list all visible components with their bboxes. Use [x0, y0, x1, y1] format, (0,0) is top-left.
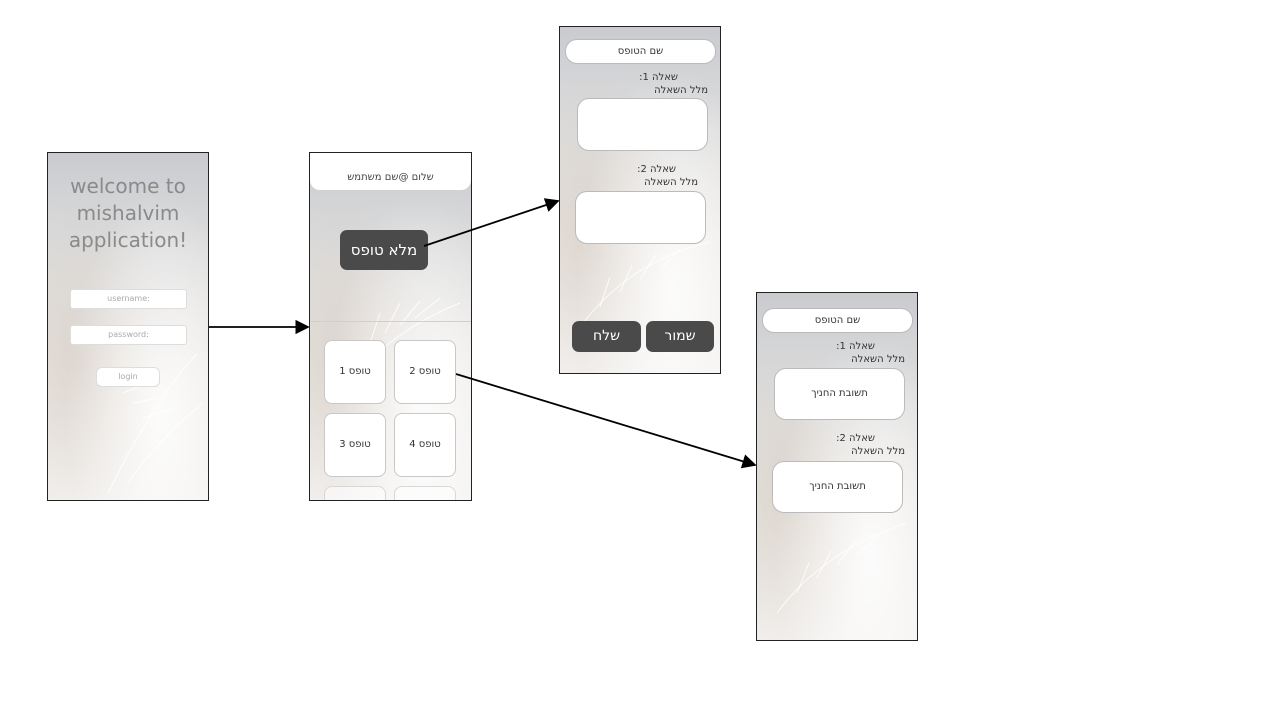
question-1: שאלה 1: מלל השאלה: [797, 340, 905, 366]
question-label: שאלה 2:: [836, 433, 875, 444]
form-card-4[interactable]: טופס 4: [394, 413, 456, 477]
welcome-line: welcome to: [70, 174, 186, 198]
send-button[interactable]: שלח: [572, 321, 641, 352]
form-name-field: שם הטופס: [762, 308, 913, 333]
username-input[interactable]: username:: [70, 289, 187, 309]
question-label: שאלה 1:: [639, 72, 678, 83]
view-form-screen: שם הטופס שאלה 1: מלל השאלה תשובת החניך ש…: [756, 292, 918, 641]
question-text: מלל השאלה: [851, 354, 905, 365]
welcome-line: application!: [68, 228, 188, 252]
divider: [310, 321, 471, 322]
question-2: שאלה 2: מלל השאלה: [797, 432, 905, 458]
question-label: שאלה 2:: [637, 164, 676, 175]
student-answer-1: תשובת החניך: [774, 368, 905, 420]
greeting-header: שלום @שם משתמש: [310, 153, 471, 190]
password-input[interactable]: password:: [70, 325, 187, 345]
welcome-line: mishalvim: [76, 201, 180, 225]
form-name-field[interactable]: שם הטופס: [565, 39, 716, 64]
home-screen: שלום @שם משתמש מלא טופס טופס 1 טופס 2 טו…: [309, 152, 472, 501]
answer-input-1[interactable]: [577, 98, 708, 151]
save-button[interactable]: שמור: [646, 321, 714, 352]
form-card-3[interactable]: טופס 3: [324, 413, 386, 477]
login-screen: welcome to mishalvim application! userna…: [47, 152, 209, 501]
form-card-partial[interactable]: [324, 486, 386, 500]
question-text: מלל השאלה: [654, 85, 708, 96]
welcome-title: welcome to mishalvim application!: [48, 173, 208, 254]
login-button[interactable]: login: [96, 367, 160, 387]
fill-form-button[interactable]: מלא טופס: [340, 230, 428, 270]
question-text: מלל השאלה: [851, 446, 905, 457]
form-card-partial[interactable]: [394, 486, 456, 500]
answer-input-2[interactable]: [575, 191, 706, 244]
arrow-form2-to-view: [455, 373, 757, 469]
question-2: שאלה 2: מלל השאלה: [590, 163, 698, 189]
form-card-2[interactable]: טופס 2: [394, 340, 456, 404]
question-label: שאלה 1:: [836, 341, 875, 352]
question-text: מלל השאלה: [644, 177, 698, 188]
question-1: שאלה 1: מלל השאלה: [600, 71, 708, 97]
form-card-1[interactable]: טופס 1: [324, 340, 386, 404]
student-answer-2: תשובת החניך: [772, 461, 903, 513]
fill-form-screen: שם הטופס שאלה 1: מלל השאלה שאלה 2: מלל ה…: [559, 26, 721, 374]
